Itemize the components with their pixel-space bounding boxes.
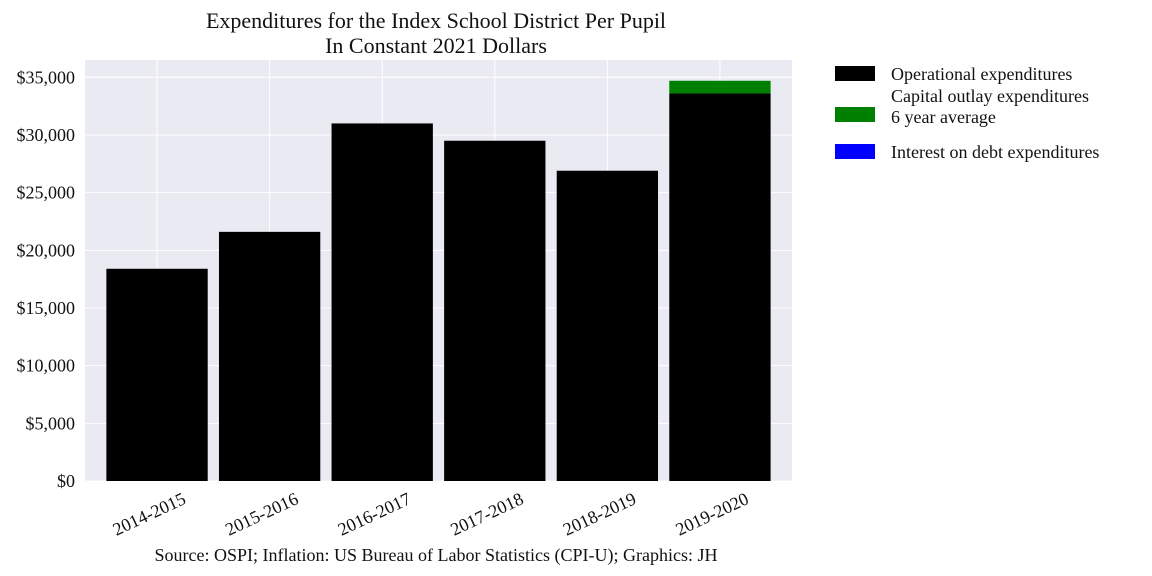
x-tick-label: 2019-2020 — [672, 488, 751, 539]
y-axis-ticks: $0 $5,000 $10,000 $15,000 $20,000 $25,000 $30,… — [17, 67, 76, 491]
bar-2018-2019-series-0 — [556, 170, 659, 481]
y-tick-label: $35,000 — [17, 67, 76, 87]
x-tick-label: 2015-2016 — [222, 488, 301, 539]
bar-2019-2020-series-1 — [669, 80, 771, 94]
x-axis-ticks: 2014-2015 2015-2016 2016-2017 2017-2018 2018… — [110, 488, 752, 539]
bar-2014-2015-series-0 — [106, 268, 208, 481]
x-tick-label: 2014-2015 — [110, 488, 189, 539]
bar-2015-2016-series-0 — [218, 231, 321, 481]
legend-label-1: Capital outlay expenditures — [891, 86, 1089, 106]
y-tick-label: $0 — [57, 471, 75, 491]
legend-label-2: Interest on debt expenditures — [891, 142, 1099, 162]
x-tick-label: 2018-2019 — [560, 488, 639, 539]
bar-2017-2018-series-0 — [444, 140, 546, 481]
bar-2019-2020-series-0 — [669, 93, 771, 482]
y-tick-label: $30,000 — [17, 125, 76, 145]
chart-title: Expenditures for the Index School Distri… — [206, 8, 666, 33]
y-tick-label: $20,000 — [17, 240, 76, 260]
chart-subtitle: In Constant 2021 Dollars — [325, 33, 547, 58]
bar-2016-2017-series-0 — [331, 123, 433, 481]
x-tick-label: 2016-2017 — [335, 488, 414, 539]
x-tick-label: 2017-2018 — [447, 488, 526, 539]
y-tick-label: $5,000 — [26, 413, 76, 433]
legend-label-0: Operational expenditures — [891, 64, 1072, 84]
legend-swatch-2 — [835, 144, 875, 159]
y-tick-label: $15,000 — [17, 298, 76, 318]
legend-swatch-0 — [835, 66, 875, 81]
legend-swatch-1 — [835, 107, 875, 122]
legend-label-1: 6 year average — [891, 107, 996, 127]
y-tick-label: $10,000 — [17, 356, 76, 376]
y-tick-label: $25,000 — [17, 183, 76, 203]
source-note: Source: OSPI; Inflation: US Bureau of La… — [155, 545, 718, 566]
bars — [106, 80, 771, 482]
